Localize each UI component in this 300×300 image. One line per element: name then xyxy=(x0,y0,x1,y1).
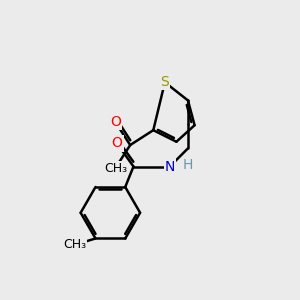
Text: O: O xyxy=(112,136,122,150)
Text: CH₃: CH₃ xyxy=(104,162,127,175)
Text: O: O xyxy=(110,115,121,129)
Text: CH₃: CH₃ xyxy=(63,238,86,251)
Text: H: H xyxy=(183,158,193,172)
Text: S: S xyxy=(160,75,169,89)
Text: N: N xyxy=(165,160,175,173)
